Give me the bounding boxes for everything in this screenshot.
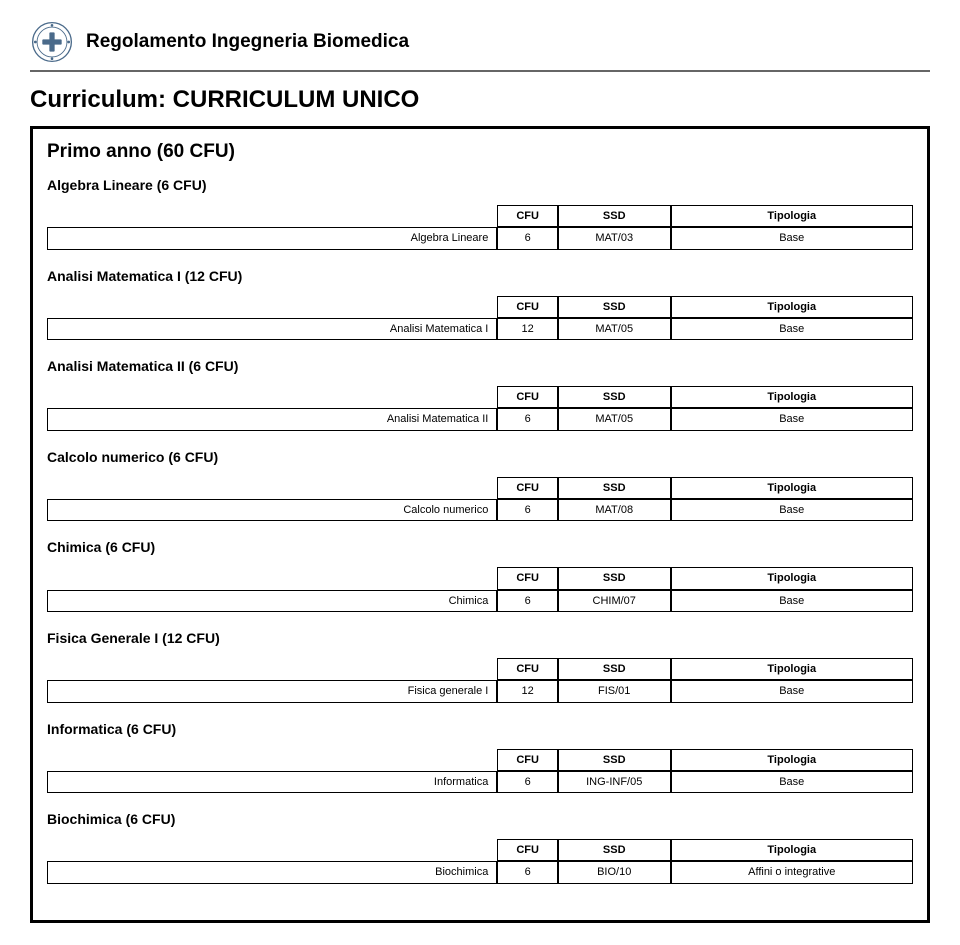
course-table: CFUSSDTipologiaAnalisi Matematica I12MAT… (47, 296, 913, 341)
course-section: Analisi Matematica II (6 CFU) CFUSSDTipol… (47, 358, 913, 431)
table-row: Fisica generale I12FIS/01Base (47, 680, 913, 702)
table-header-cfu: CFU (497, 477, 558, 499)
cell-cfu: 6 (497, 590, 558, 612)
table-header-tipologia: Tipologia (671, 477, 913, 499)
cell-tipologia: Base (671, 227, 913, 249)
curriculum-title: Curriculum: CURRICULUM UNICO (30, 86, 930, 114)
table-header-ssd: SSD (558, 658, 671, 680)
table-header-ssd: SSD (558, 386, 671, 408)
table-row: Chimica6CHIM/07Base (47, 590, 913, 612)
table-header-ssd: SSD (558, 296, 671, 318)
cell-cfu: 6 (497, 408, 558, 430)
year-box: Primo anno (60 CFU) Algebra Lineare (6 C… (30, 126, 930, 923)
cell-ssd: MAT/03 (558, 227, 671, 249)
course-table: CFUSSDTipologiaCalcolo numerico6MAT/08Ba… (47, 477, 913, 522)
table-header-cfu: CFU (497, 205, 558, 227)
table-row: Biochimica6BIO/10Affini o integrative (47, 861, 913, 883)
course-section: Analisi Matematica I (12 CFU) CFUSSDTipol… (47, 268, 913, 341)
cell-cfu: 12 (497, 680, 558, 702)
section-title: Fisica Generale I (12 CFU) (47, 630, 913, 646)
table-header-ssd: SSD (558, 749, 671, 771)
cell-ssd: CHIM/07 (558, 590, 671, 612)
section-title: Calcolo numerico (6 CFU) (47, 449, 913, 465)
section-title: Informatica (6 CFU) (47, 721, 913, 737)
cell-tipologia: Base (671, 408, 913, 430)
cell-cfu: 6 (497, 861, 558, 883)
cell-ssd: FIS/01 (558, 680, 671, 702)
cell-name: Fisica generale I (47, 680, 497, 702)
table-header-tipologia: Tipologia (671, 386, 913, 408)
page-header: Regolamento Ingegneria Biomedica (30, 20, 930, 72)
section-title: Analisi Matematica I (12 CFU) (47, 268, 913, 284)
cell-tipologia: Base (671, 590, 913, 612)
course-table: CFUSSDTipologiaAnalisi Matematica II6MAT… (47, 386, 913, 431)
cell-tipologia: Base (671, 771, 913, 793)
table-header-tipologia: Tipologia (671, 205, 913, 227)
cell-ssd: ING-INF/05 (558, 771, 671, 793)
cell-name: Analisi Matematica II (47, 408, 497, 430)
cell-name: Biochimica (47, 861, 497, 883)
header-title: Regolamento Ingegneria Biomedica (86, 31, 409, 53)
cell-cfu: 6 (497, 227, 558, 249)
section-title: Analisi Matematica II (6 CFU) (47, 358, 913, 374)
table-row: Informatica6ING-INF/05Base (47, 771, 913, 793)
table-header-tipologia: Tipologia (671, 658, 913, 680)
cell-ssd: MAT/08 (558, 499, 671, 521)
cell-name: Analisi Matematica I (47, 318, 497, 340)
cell-cfu: 6 (497, 499, 558, 521)
course-table: CFUSSDTipologiaInformatica6ING-INF/05Bas… (47, 749, 913, 794)
course-section: Algebra Lineare (6 CFU)CFUSSDTipologiaAl… (47, 177, 913, 250)
cell-tipologia: Base (671, 499, 913, 521)
cell-name: Calcolo numerico (47, 499, 497, 521)
cell-name: Algebra Lineare (47, 227, 497, 249)
cell-cfu: 12 (497, 318, 558, 340)
table-header-tipologia: Tipologia (671, 839, 913, 861)
table-header-tipologia: Tipologia (671, 296, 913, 318)
section-title: Algebra Lineare (6 CFU) (47, 177, 913, 193)
cell-tipologia: Base (671, 680, 913, 702)
year-title: Primo anno (60 CFU) (47, 141, 913, 163)
table-header-ssd: SSD (558, 567, 671, 589)
table-row: Analisi Matematica I12MAT/05Base (47, 318, 913, 340)
cell-name: Informatica (47, 771, 497, 793)
cell-ssd: MAT/05 (558, 408, 671, 430)
cell-name: Chimica (47, 590, 497, 612)
sections-container: Algebra Lineare (6 CFU)CFUSSDTipologiaAl… (47, 177, 913, 884)
section-title: Chimica (6 CFU) (47, 539, 913, 555)
table-header-cfu: CFU (497, 749, 558, 771)
course-table: CFUSSDTipologiaBiochimica6BIO/10Affini o… (47, 839, 913, 884)
table-header-cfu: CFU (497, 386, 558, 408)
table-header-tipologia: Tipologia (671, 567, 913, 589)
table-row: Analisi Matematica II6MAT/05Base (47, 408, 913, 430)
table-header-tipologia: Tipologia (671, 749, 913, 771)
table-header-ssd: SSD (558, 839, 671, 861)
cell-tipologia: Affini o integrative (671, 861, 913, 883)
table-header-cfu: CFU (497, 658, 558, 680)
course-table: CFUSSDTipologiaFisica generale I12FIS/01… (47, 658, 913, 703)
table-header-ssd: SSD (558, 205, 671, 227)
cell-ssd: MAT/05 (558, 318, 671, 340)
course-table: CFUSSDTipologiaAlgebra Lineare6MAT/03Bas… (47, 205, 913, 250)
table-header-cfu: CFU (497, 296, 558, 318)
course-table: CFUSSDTipologiaChimica6CHIM/07Base (47, 567, 913, 612)
cell-cfu: 6 (497, 771, 558, 793)
table-header-cfu: CFU (497, 567, 558, 589)
table-row: Calcolo numerico6MAT/08Base (47, 499, 913, 521)
course-section: Chimica (6 CFU)CFUSSDTipologiaChimica6CH… (47, 539, 913, 612)
cell-tipologia: Base (671, 318, 913, 340)
crest-icon (30, 20, 74, 64)
course-section: Biochimica (6 CFU)CFUSSDTipologiaBiochim… (47, 811, 913, 884)
table-header-cfu: CFU (497, 839, 558, 861)
course-section: Calcolo numerico (6 CFU)CFUSSDTipologiaC… (47, 449, 913, 522)
course-section: Fisica Generale I (12 CFU) CFUSSDTipologi… (47, 630, 913, 703)
course-section: Informatica (6 CFU)CFUSSDTipologiaInform… (47, 721, 913, 794)
section-title: Biochimica (6 CFU) (47, 811, 913, 827)
table-row: Algebra Lineare6MAT/03Base (47, 227, 913, 249)
cell-ssd: BIO/10 (558, 861, 671, 883)
table-header-ssd: SSD (558, 477, 671, 499)
